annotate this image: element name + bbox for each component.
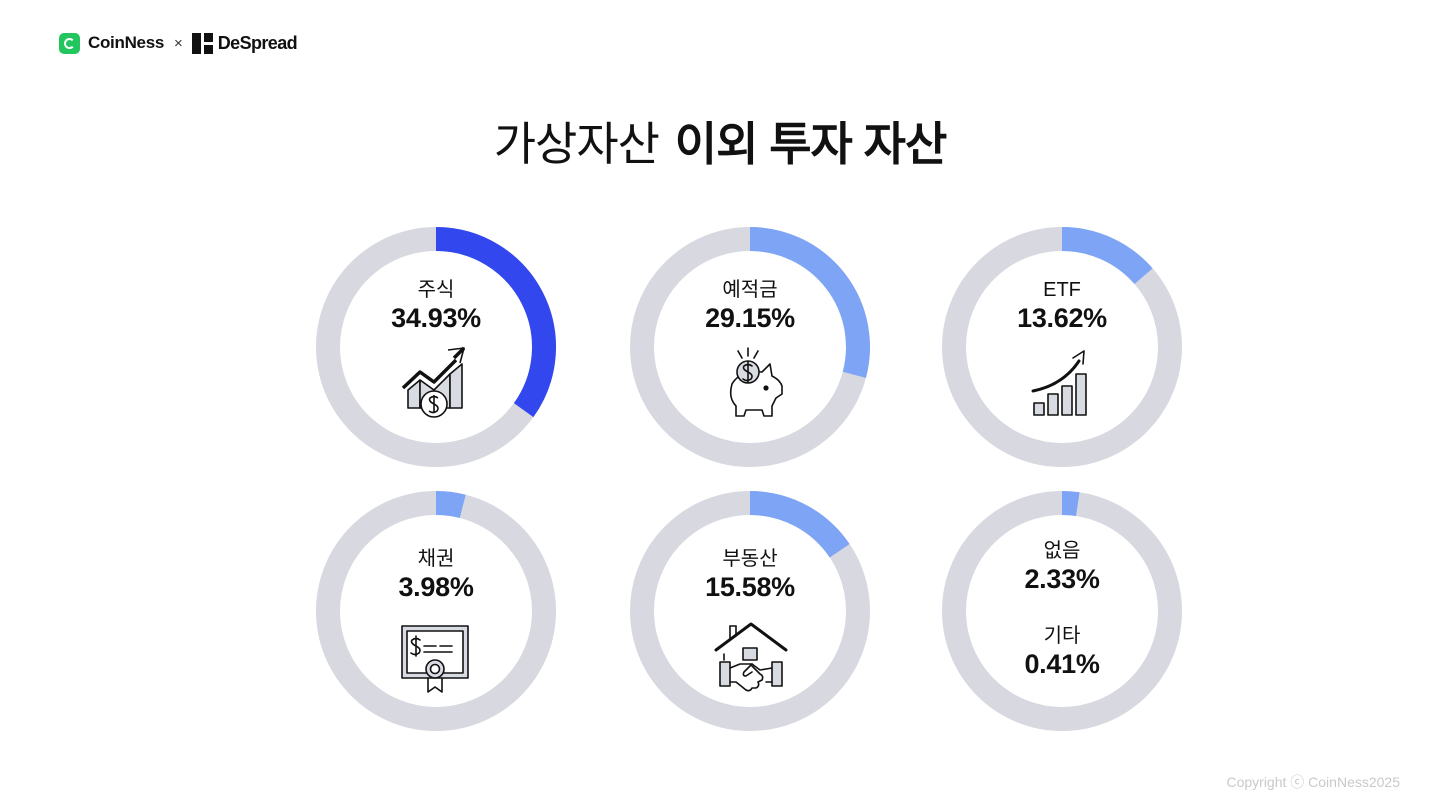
category-label: ETF <box>1043 279 1081 301</box>
donut-arc-none <box>1061 491 1080 517</box>
category-label: 예적금 <box>722 279 778 301</box>
donut-track-none <box>942 491 1182 731</box>
percent-label: 34.93% <box>391 303 481 333</box>
percent-label: 15.58% <box>705 572 795 602</box>
percent-label: 0.41% <box>1024 649 1100 679</box>
category-label: 채권 <box>417 548 455 570</box>
coinness-logo-icon <box>59 32 80 54</box>
category-label: 기타 <box>1043 625 1081 647</box>
donut-label-etf: ETF 13.62% <box>962 278 1162 334</box>
category-label: 주식 <box>417 279 455 301</box>
house-handshake-icon <box>714 622 788 692</box>
percent-label: 13.62% <box>1017 303 1107 333</box>
donut-label-stocks: 주식 34.93% <box>336 278 536 334</box>
brand-bar: CoinNess × DeSpread <box>59 31 298 55</box>
donut-arc-deposits <box>749 227 870 378</box>
donut-arc-bonds <box>435 491 466 519</box>
page-title-light: 가상자산 <box>493 118 660 170</box>
coinness-brand-name: CoinNess <box>88 33 165 52</box>
donut-label-deposits: 예적금 29.15% <box>650 278 850 334</box>
page-title: 가상자산 이외 투자 자산 <box>0 108 1440 174</box>
donut-label-real-estate: 부동산 15.58% <box>650 547 850 603</box>
despread-brand-name: DeSpread <box>217 32 298 53</box>
bond-certificate-icon <box>401 625 469 693</box>
donut-arc-etf <box>1061 227 1153 285</box>
piggy-bank-icon <box>729 347 783 417</box>
donut-arc-stocks <box>435 227 556 418</box>
category-label: 없음 <box>1043 540 1081 562</box>
stock-growth-dollar-icon <box>401 346 466 418</box>
percent-label: 3.98% <box>398 572 474 602</box>
percent-label: 29.15% <box>705 303 795 333</box>
collab-separator: × <box>174 34 183 52</box>
category-label: 부동산 <box>722 548 778 570</box>
bar-chart-arrow-icon <box>1031 350 1087 416</box>
donut-label-other: 기타 0.41% <box>962 624 1162 680</box>
copyright-footer: Copyright ⓒ CoinNess2025 <box>1226 774 1400 790</box>
despread-logo-icon <box>191 32 213 54</box>
donut-label-bonds: 채권 3.98% <box>336 547 536 603</box>
page-title-bold: 이외 투자 자산 <box>674 118 947 170</box>
donut-arc-real-estate <box>749 491 850 558</box>
donut-label-none: 없음 2.33% <box>962 539 1162 595</box>
percent-label: 2.33% <box>1024 564 1100 594</box>
